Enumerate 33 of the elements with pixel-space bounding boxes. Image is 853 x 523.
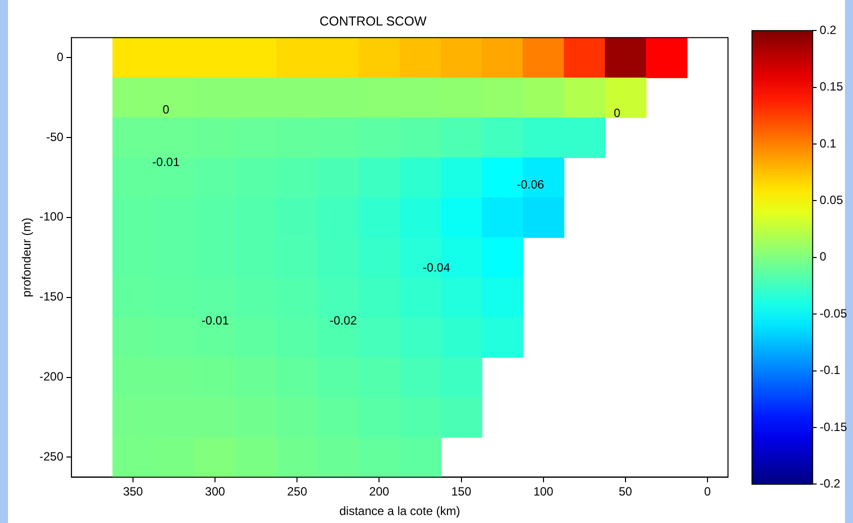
color-bar-label: 0.1 xyxy=(820,136,837,150)
annotation: -0.04 xyxy=(422,260,450,275)
y-tick-label: -150 xyxy=(39,290,64,304)
annotation: -0.02 xyxy=(330,313,358,328)
x-tick-label: 350 xyxy=(122,484,144,499)
x-tick-label: 300 xyxy=(205,484,226,499)
color-bar-label: 0.2 xyxy=(820,22,837,37)
color-bar-label: 0 xyxy=(820,250,827,264)
x-tick-label: 250 xyxy=(287,484,308,499)
annotation: -0.01 xyxy=(152,155,180,170)
y-tick-label: -100 xyxy=(39,210,64,224)
annotation: 0 xyxy=(162,102,170,116)
x-tick-label: 50 xyxy=(618,484,632,499)
y-axis-title: profondeur (m) xyxy=(20,218,34,298)
x-tick-label: 0 xyxy=(704,484,712,499)
y-tick-label: -50 xyxy=(46,130,64,144)
x-tick-label: 150 xyxy=(451,484,472,499)
annotation: -0.01 xyxy=(202,313,230,328)
color-bar-label: -0.05 xyxy=(820,306,848,320)
x-tick-label: 200 xyxy=(369,484,390,499)
annotation: -0.06 xyxy=(516,178,544,192)
chart-title: CONTROL SCOW xyxy=(319,13,428,28)
y-tick-label: 0 xyxy=(56,50,64,64)
x-tick-label: 100 xyxy=(533,484,554,499)
color-bar-label: 0.15 xyxy=(820,80,844,94)
y-tick-label: -250 xyxy=(39,450,64,464)
x-axis-title: distance a la cote (km) xyxy=(339,504,460,518)
color-bar-label: -0.2 xyxy=(820,476,841,491)
color-bar-label: -0.1 xyxy=(820,363,841,378)
annotation: 0 xyxy=(614,106,621,120)
color-bar-label: -0.15 xyxy=(820,420,848,434)
color-bar-label: 0.05 xyxy=(820,193,844,208)
y-tick-label: -200 xyxy=(39,370,64,384)
